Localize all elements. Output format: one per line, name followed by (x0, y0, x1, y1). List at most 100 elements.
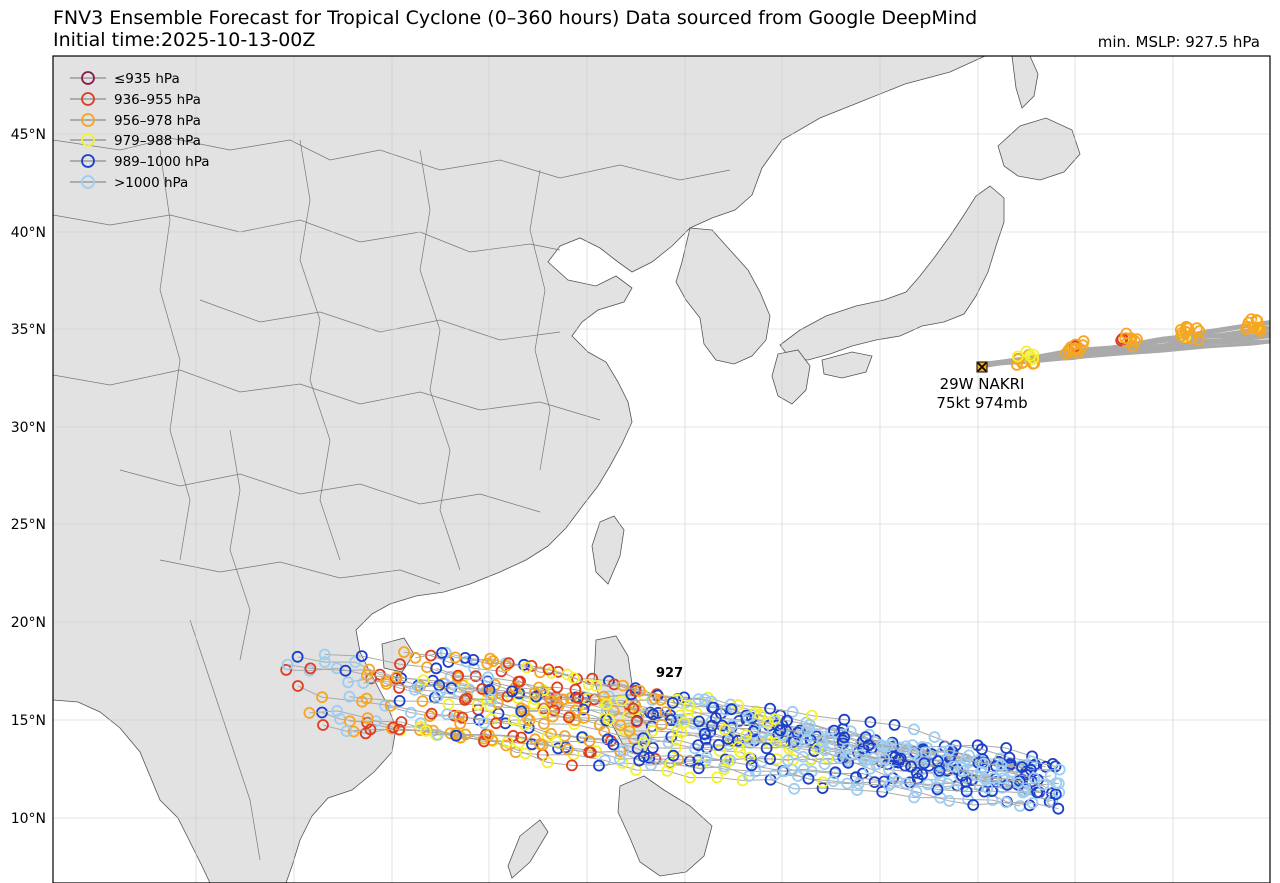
track-point-marker (995, 765, 1008, 777)
lat-label-45: 45°N (11, 127, 46, 143)
track-point-marker (662, 736, 675, 749)
track-point-marker (630, 715, 643, 728)
track-point-marker (725, 703, 738, 716)
track-point-marker (627, 702, 640, 715)
track-point-marker (1046, 794, 1059, 807)
nakri-point-marker (1069, 338, 1082, 351)
track-point-marker (484, 693, 497, 706)
track-point-marker (742, 711, 755, 723)
track-point-marker (936, 746, 949, 758)
storm-current-position: 29W NAKRI 75kt 974mb (936, 361, 1028, 412)
track-point-marker (482, 729, 495, 741)
track-point-marker (519, 747, 532, 760)
legend-item-le935: ≤935 hPa (70, 71, 180, 87)
track-point-marker (800, 733, 813, 746)
track-point-marker (600, 698, 613, 711)
track-point-marker (647, 708, 659, 721)
track-point-marker (745, 759, 758, 772)
legend-item-gt1000: >1000 hPa (70, 175, 188, 191)
track-point-marker (789, 734, 802, 746)
min-mslp-label: min. MSLP: 927.5 hPa (1097, 33, 1260, 51)
track-point-marker (506, 685, 518, 698)
track-point-marker (823, 732, 835, 745)
nakri-point-marker (1126, 340, 1139, 353)
track-point-marker (617, 745, 630, 757)
track-point-marker (360, 692, 373, 705)
track-point-marker (541, 730, 554, 743)
track-point-marker (414, 680, 427, 692)
track-point-marker (419, 725, 432, 737)
track-point-marker (838, 713, 851, 726)
track-point-marker (790, 739, 802, 752)
legend-label-979-988: 979–988 hPa (114, 133, 201, 149)
storm-name-label: 29W NAKRI (940, 375, 1025, 393)
track-point-marker (578, 711, 590, 724)
track-point-marker (638, 750, 650, 763)
track-point-marker (646, 725, 659, 737)
track-point-marker (669, 742, 682, 755)
nakri-point-marker (1192, 334, 1205, 346)
nakri-point-marker (1180, 326, 1193, 338)
track-point-marker (343, 715, 356, 728)
track-point-marker (340, 725, 353, 738)
track-point-marker (684, 771, 696, 784)
legend-marker-989-1000 (81, 154, 95, 168)
track-point-marker (363, 663, 376, 676)
track-point-marker (667, 749, 680, 762)
track-point-marker (393, 695, 406, 707)
borders (53, 137, 731, 861)
track-point-marker (545, 666, 558, 679)
track-point-marker (520, 661, 533, 674)
nakri-point-marker (1024, 349, 1036, 362)
track-point-marker (782, 754, 794, 767)
track-point-marker (317, 719, 329, 731)
legend: ≤935 hPa 936–955 hPa 956–978 hPa 979–988… (70, 71, 210, 191)
legend-marker-956-978 (81, 113, 95, 127)
track-point-marker (303, 707, 316, 719)
track-point-marker (617, 679, 629, 692)
ensemble-tracks (280, 646, 1066, 815)
nakri-point-marker (1240, 323, 1253, 336)
track-point-marker (671, 734, 683, 746)
track-point-marker (881, 740, 894, 753)
track-point-marker (1028, 772, 1040, 784)
track-point-marker (976, 743, 988, 756)
track-point-marker (546, 710, 559, 723)
track-point-marker (722, 755, 735, 768)
track-point-marker (963, 749, 975, 762)
nakri-point-marker (1251, 314, 1264, 327)
track-point-marker (768, 713, 781, 726)
track-point-marker (700, 751, 713, 763)
philippines-south (617, 775, 713, 877)
track-point-marker (705, 695, 718, 708)
track-point-marker (409, 651, 422, 664)
track-point-marker (454, 717, 467, 730)
min-pressure-marker: 927 (656, 666, 683, 681)
track-point-marker (361, 712, 374, 724)
track-point-marker (762, 716, 774, 729)
korea (675, 227, 771, 365)
track-point-marker (502, 657, 515, 670)
track-point-marker (907, 747, 920, 760)
track-point-marker (608, 678, 620, 691)
track-point-marker (572, 692, 584, 704)
track-point-marker (436, 647, 449, 659)
track-point-marker (943, 744, 956, 757)
japan-shikoku (821, 351, 873, 379)
ensemble-track-line (436, 667, 1056, 767)
track-point-marker (788, 782, 801, 795)
track-point-marker (692, 739, 705, 751)
track-point-marker (1037, 778, 1050, 791)
track-point-marker (449, 651, 462, 664)
track-point-marker (774, 724, 787, 737)
track-point-marker (490, 717, 503, 730)
track-point-marker (1003, 751, 1016, 764)
track-point-marker (487, 655, 500, 667)
japan-kyushu (771, 349, 811, 405)
track-point-marker (566, 759, 578, 772)
track-point-marker (757, 725, 770, 738)
track-point-marker (654, 694, 667, 706)
track-point-marker (623, 725, 636, 737)
legend-item-989-1000: 989–1000 hPa (70, 154, 210, 170)
track-point-marker (693, 715, 705, 728)
